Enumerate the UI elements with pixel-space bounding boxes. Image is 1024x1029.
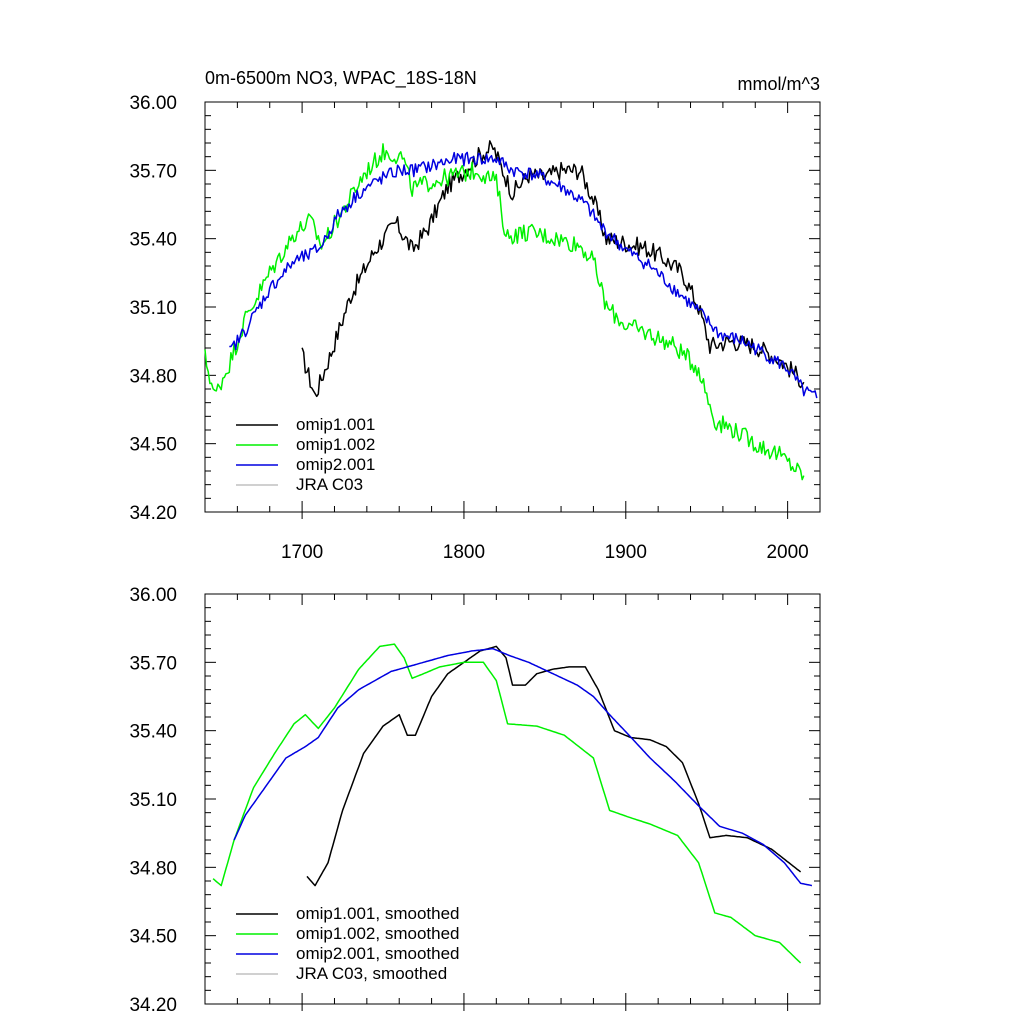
units-label: mmol/m^3 [738, 74, 820, 94]
y-tick-label: 35.10 [129, 790, 177, 811]
x-tick-label: 1700 [281, 542, 323, 563]
series-line-omip1-001-smoothed [306, 645, 802, 887]
y-tick-label: 34.50 [129, 435, 177, 456]
series-line-omip1-002-smoothed [212, 643, 802, 964]
x-tick-label: 1900 [605, 542, 647, 563]
legend-label: omip1.001 [296, 415, 375, 434]
y-tick-label: 35.70 [129, 653, 177, 674]
x-tick-label: 2000 [766, 542, 808, 563]
y-tick-label: 34.20 [129, 503, 177, 524]
legend-label: omip1.002, smoothed [296, 924, 460, 943]
legend-label: JRA C03 [296, 475, 363, 494]
y-tick-label: 36.00 [129, 585, 177, 606]
series-line-omip1-001 [301, 140, 805, 398]
series-line-omip1-002 [204, 143, 805, 481]
y-tick-label: 34.20 [129, 995, 177, 1016]
y-tick-label: 35.10 [129, 298, 177, 319]
legend-label: omip1.001, smoothed [296, 904, 460, 923]
y-tick-label: 36.00 [129, 93, 177, 114]
legend-label: omip2.001 [296, 455, 375, 474]
y-tick-label: 34.50 [129, 927, 177, 948]
y-tick-label: 35.40 [129, 230, 177, 251]
series-line-omip2-001 [229, 151, 818, 399]
y-tick-label: 35.40 [129, 722, 177, 743]
chart-panel-1: 34.20 34.50 34.80 35.10 35.40 35.70 36.00 1700 1… [129, 68, 821, 563]
y-tick-label: 35.70 [129, 161, 177, 182]
y-tick-label: 34.80 [129, 858, 177, 879]
x-tick-label: 1800 [443, 542, 485, 563]
legend-label: JRA C03, smoothed [296, 964, 447, 983]
chart-title: 0m-6500m NO3, WPAC_18S-18N [205, 68, 477, 89]
chart-panel-2: 34.20 34.50 34.80 35.10 35.40 35.70 36.00 omip1… [129, 585, 821, 1016]
legend-label: omip2.001, smoothed [296, 944, 460, 963]
legend-label: omip1.002 [296, 435, 375, 454]
y-tick-label: 34.80 [129, 366, 177, 387]
series-line-omip2-001-smoothed [233, 647, 813, 887]
